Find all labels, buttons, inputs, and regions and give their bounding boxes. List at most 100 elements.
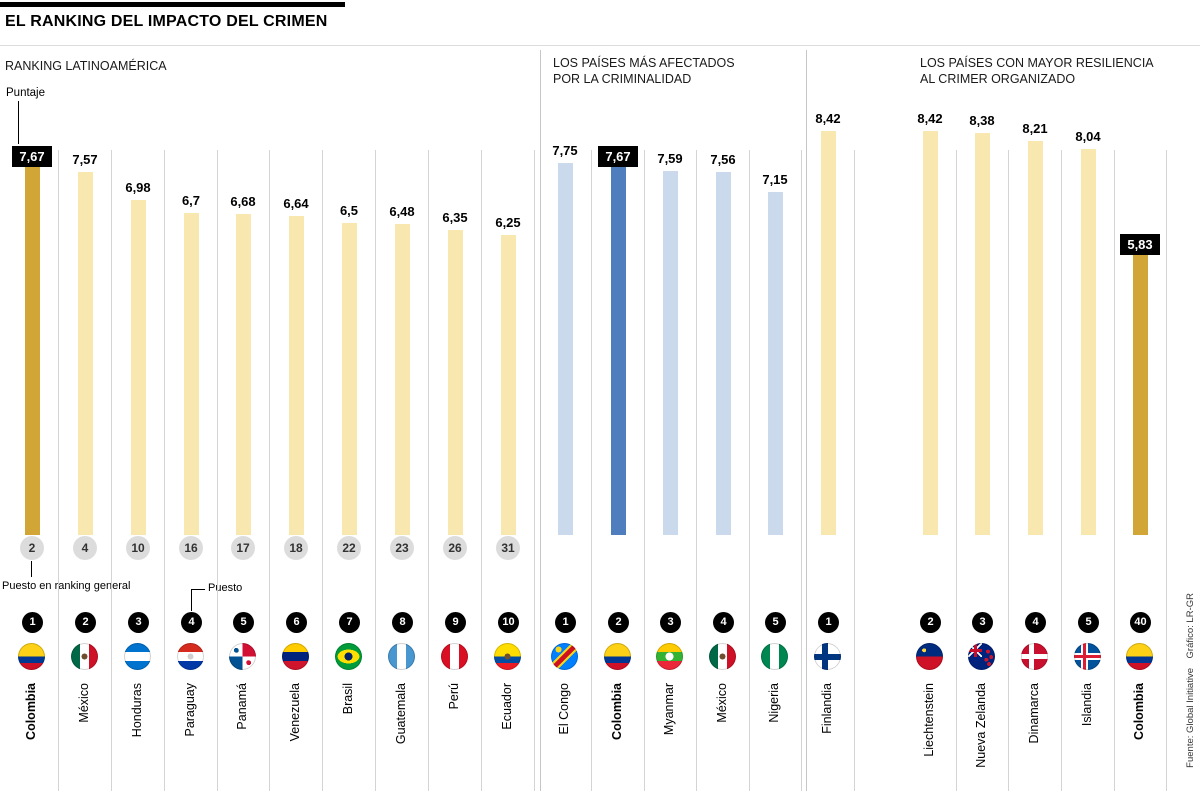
puesto-label: Puesto	[208, 582, 243, 594]
general-rank-badge: 31	[496, 536, 520, 560]
puntaje-connector	[18, 101, 19, 144]
position-badge: 5	[233, 612, 254, 633]
value-label: 6,68	[230, 194, 256, 209]
position-badge: 4	[181, 612, 202, 633]
country-name: Dinamarca	[1027, 683, 1041, 744]
flag-colombia-icon	[18, 643, 45, 670]
value-label: 7,57	[72, 152, 98, 167]
bar-Finlandia	[821, 131, 836, 535]
column-separator	[164, 150, 165, 791]
value-label: 6,48	[389, 204, 415, 219]
column-separator	[111, 150, 112, 791]
bar-El Congo	[558, 163, 573, 535]
value-label: 7,56	[710, 152, 736, 167]
flag-mexico-icon	[71, 643, 98, 670]
position-badge: 1	[22, 612, 43, 633]
flag-liechtenstein-icon	[916, 643, 943, 670]
position-badge: 3	[128, 612, 149, 633]
bar-Brasil	[342, 223, 357, 535]
position-badge: 4	[1025, 612, 1046, 633]
value-label: 8,42	[815, 111, 841, 126]
section-divider	[806, 50, 807, 791]
country-name: Liechtenstein	[922, 683, 936, 757]
value-label: 6,7	[181, 193, 201, 208]
country-name: Brasil	[341, 683, 355, 715]
column-separator	[591, 150, 592, 791]
position-badge: 40	[1130, 612, 1151, 633]
bar-Colombia	[1133, 255, 1148, 535]
section-title-line: RANKING LATINOAMÉRICA	[5, 59, 167, 73]
bar-Colombia	[611, 167, 626, 535]
column-separator	[1114, 150, 1115, 791]
puesto-connector	[191, 589, 205, 590]
column-separator	[644, 150, 645, 791]
value-label: 6,35	[442, 210, 468, 225]
flag-mexico-icon	[709, 643, 736, 670]
bar-Paraguay	[184, 213, 199, 535]
country-name: Venezuela	[288, 683, 302, 742]
country-name: Colombia	[1132, 683, 1146, 740]
flag-honduras-icon	[124, 643, 151, 670]
bar-Nigeria	[768, 192, 783, 535]
column-separator	[534, 150, 535, 791]
flag-nigeria-icon	[761, 643, 788, 670]
flag-islandia-icon	[1074, 643, 1101, 670]
flag-colombia-icon	[1126, 643, 1153, 670]
position-badge: 6	[286, 612, 307, 633]
section-divider	[540, 50, 541, 791]
value-label: 8,21	[1022, 121, 1048, 136]
bar-Ecuador	[501, 235, 516, 535]
bar-México	[78, 172, 93, 535]
section-title-line: POR LA CRIMINALIDAD	[553, 72, 692, 87]
bar-Liechtenstein	[923, 131, 938, 535]
column-separator	[854, 150, 855, 791]
bar-Nueva Zelanda	[975, 133, 990, 535]
general-rank-badge: 23	[390, 536, 414, 560]
general-rank-badge: 22	[337, 536, 361, 560]
flag-finlandia-icon	[814, 643, 841, 670]
bar-Guatemala	[395, 224, 410, 535]
country-name: Colombia	[24, 683, 38, 740]
country-name: Islandia	[1080, 683, 1094, 727]
flag-nueva-zelanda-icon	[968, 643, 995, 670]
value-label: 6,25	[495, 215, 521, 230]
value-label: 7,59	[657, 151, 683, 166]
flag-venezuela-icon	[282, 643, 309, 670]
value-label: 8,04	[1075, 129, 1101, 144]
section-title-line: AL CRIMER ORGANIZADO	[920, 72, 1076, 87]
position-badge: 1	[818, 612, 839, 633]
general-rank-badge: 17	[231, 536, 255, 560]
column-separator	[696, 150, 697, 791]
bar-Perú	[448, 230, 463, 535]
bar-Dinamarca	[1028, 141, 1043, 535]
bar-Honduras	[131, 200, 146, 535]
flag-colombia-icon	[604, 643, 631, 670]
general-rank-badge: 2	[20, 536, 44, 560]
section-title-line: LOS PAÍSES MÁS AFECTADOS	[553, 56, 735, 70]
country-name: Colombia	[610, 683, 624, 740]
column-separator	[217, 150, 218, 791]
puesto-general-connector	[31, 561, 32, 577]
bar-Myanmar	[663, 171, 678, 535]
country-name: Perú	[447, 683, 461, 710]
section-title-afectados: LOS PAÍSES MÁS AFECTADOS POR LA CRIMINAL…	[553, 55, 735, 88]
column-separator	[58, 150, 59, 791]
country-name: Honduras	[130, 683, 144, 738]
column-separator	[428, 150, 429, 791]
general-rank-badge: 16	[179, 536, 203, 560]
value-label: 8,38	[969, 113, 995, 128]
position-badge: 5	[1078, 612, 1099, 633]
position-badge: 2	[608, 612, 629, 633]
puesto-general-label: Puesto en ranking general	[2, 580, 131, 592]
flag-myanmar-icon	[656, 643, 683, 670]
flag-paraguay-icon	[177, 643, 204, 670]
position-badge: 2	[920, 612, 941, 633]
country-name: Panamá	[235, 683, 249, 730]
flag-ecuador-icon	[494, 643, 521, 670]
flag-congo-icon	[551, 643, 578, 670]
position-badge: 3	[972, 612, 993, 633]
country-name: Nigeria	[767, 683, 781, 723]
top-rule	[0, 2, 345, 7]
position-badge: 5	[765, 612, 786, 633]
